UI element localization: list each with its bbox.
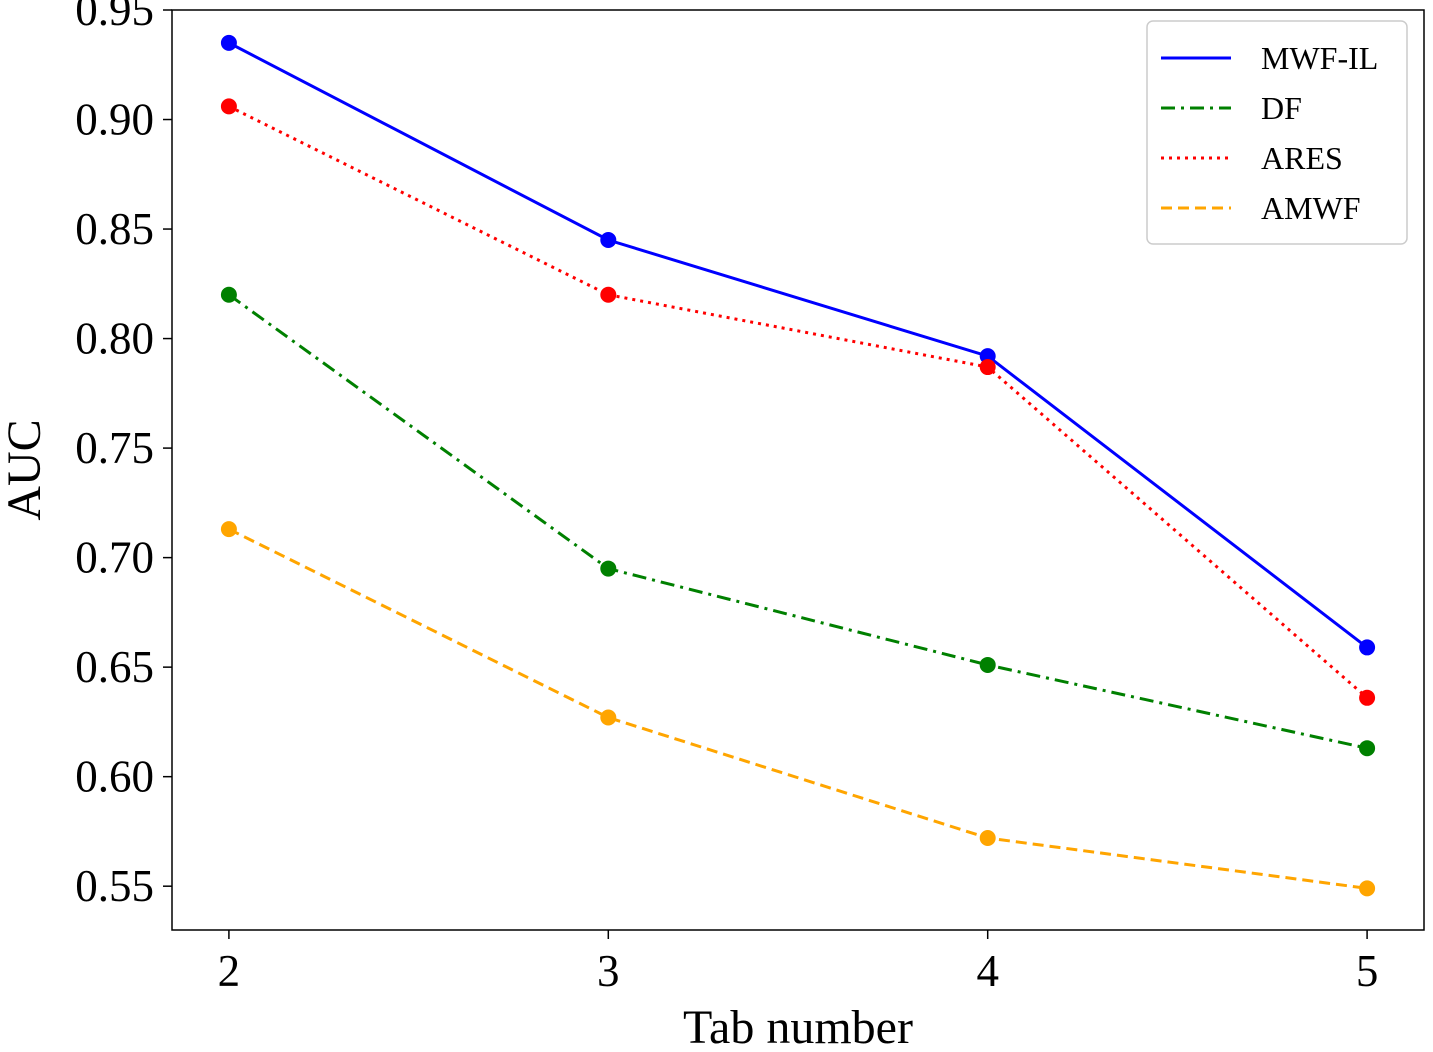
series-line-amwf (228, 527, 1368, 890)
y-tick-label: 0.80 (75, 314, 154, 364)
series-layer (220, 34, 1376, 897)
legend-label-amwf: AMWF (1261, 190, 1361, 226)
y-tick-label: 0.95 (75, 0, 154, 35)
legend: MWF-IL DF ARES AMWF (1146, 20, 1408, 245)
y-tick-label: 0.60 (75, 752, 154, 802)
plot-frame (171, 9, 1425, 931)
axes-layer: 0.55 0.60 0.65 0.70 0.75 0.80 0.85 0.90 0.95 2 3 4 5 (75, 0, 1425, 996)
y-tick-label: 0.65 (75, 642, 154, 692)
legend-label-df: DF (1261, 90, 1302, 126)
series-ares (220, 98, 1376, 706)
data-point-df (979, 656, 996, 673)
data-point-mwf-il (1359, 639, 1376, 656)
legend-label-mwf-il: MWF-IL (1261, 40, 1378, 76)
y-tick-label: 0.85 (75, 204, 154, 254)
x-tick-label: 4 (976, 946, 999, 996)
x-tick-label: 3 (597, 946, 620, 996)
series-mwf-il (220, 34, 1376, 656)
data-point-amwf (600, 709, 617, 726)
x-tick-label: 5 (1356, 946, 1379, 996)
data-point-mwf-il (979, 348, 996, 365)
data-point-ares (979, 359, 996, 376)
series-line-mwf-il (228, 41, 1369, 649)
data-point-df (600, 560, 617, 577)
series-line-df (228, 293, 1368, 750)
series-amwf (220, 521, 1376, 897)
data-point-amwf (220, 521, 237, 538)
data-point-amwf (1359, 880, 1376, 897)
legend-frame (1146, 20, 1408, 245)
y-tick-label: 0.70 (75, 533, 154, 583)
y-tick-label: 0.90 (75, 95, 154, 145)
y-axis-label: AUC (0, 419, 51, 520)
data-point-ares (1359, 689, 1376, 706)
series-df (220, 286, 1376, 757)
data-point-mwf-il (220, 34, 237, 51)
series-line-ares (228, 105, 1369, 699)
data-point-df (220, 286, 237, 303)
data-point-df (1359, 740, 1376, 757)
data-point-ares (220, 98, 237, 115)
legend-label-ares: ARES (1261, 140, 1343, 176)
data-point-mwf-il (600, 232, 617, 248)
y-tick-label: 0.75 (75, 423, 154, 473)
y-tick-label: 0.55 (75, 861, 154, 911)
x-axis-label: Tab number (683, 1001, 913, 1047)
data-point-amwf (979, 830, 996, 846)
data-point-ares (600, 286, 617, 303)
x-tick-label: 2 (218, 946, 241, 996)
